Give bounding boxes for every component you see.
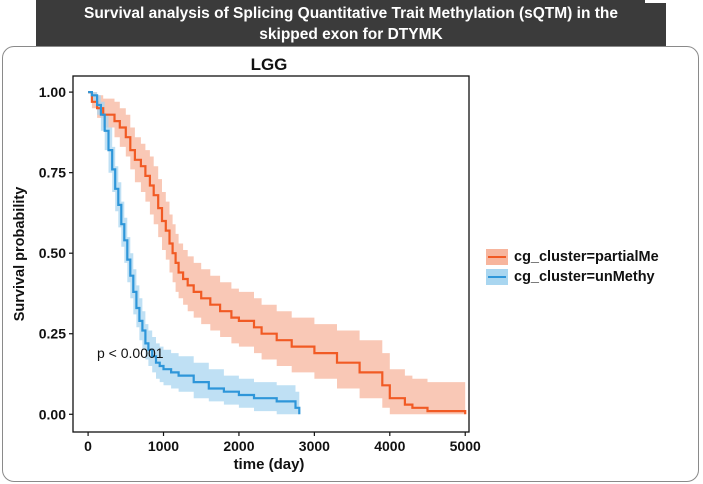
chart-title: LGG <box>251 55 288 74</box>
x-axis-label: time (day) <box>234 456 305 473</box>
legend-item-unmethy: cg_cluster=unMethy <box>486 267 659 287</box>
x-tick-label: 1000 <box>148 438 179 454</box>
x-tick-label: 5000 <box>450 438 481 454</box>
legend-label-unmethy: cg_cluster=unMethy <box>514 269 655 285</box>
confidence-band-unmethy <box>88 92 300 415</box>
y-tick-label: 1.00 <box>39 84 66 100</box>
legend-swatch-unmethy <box>486 269 508 285</box>
x-tick-label: 0 <box>84 438 92 454</box>
survival-curve-unmethy <box>88 90 301 415</box>
confidence-band-partialme <box>88 92 466 415</box>
x-tick-label: 4000 <box>374 438 405 454</box>
legend-item-partialme: cg_cluster=partialMe <box>486 247 659 267</box>
figure-frame <box>2 46 699 482</box>
plot-panel-border <box>72 75 470 433</box>
legend: cg_cluster=partialMe cg_cluster=unMethy <box>486 247 659 287</box>
y-tick-label: 0.00 <box>39 406 66 422</box>
y-tick-label: 0.75 <box>39 165 66 181</box>
p-value-annotation: p < 0.0001 <box>97 345 164 361</box>
x-tick-label: 2000 <box>223 438 254 454</box>
y-tick-label: 0.50 <box>39 245 66 261</box>
header-title-line-1: Survival analysis of Splicing Quantitati… <box>84 5 618 22</box>
header-title-line-2: skipped exon for DTYMK <box>259 26 443 43</box>
survival-curve-partialme <box>88 90 467 415</box>
x-tick-label: 3000 <box>299 438 330 454</box>
y-axis-label: Survival probability <box>12 187 28 322</box>
survival-curves <box>88 90 467 415</box>
y-tick-label: 0.25 <box>39 326 66 342</box>
x-axis-ticks: 0 1000 2000 3000 4000 5000 <box>84 432 481 454</box>
legend-swatch-partialme <box>486 249 508 265</box>
legend-label-partialme: cg_cluster=partialMe <box>514 249 659 265</box>
corner-mark <box>645 0 667 3</box>
y-axis-ticks: 0.00 0.25 0.50 0.75 1.00 <box>39 84 73 422</box>
confidence-bands <box>88 92 466 415</box>
figure-header: Survival analysis of Splicing Quantitati… <box>36 0 666 47</box>
